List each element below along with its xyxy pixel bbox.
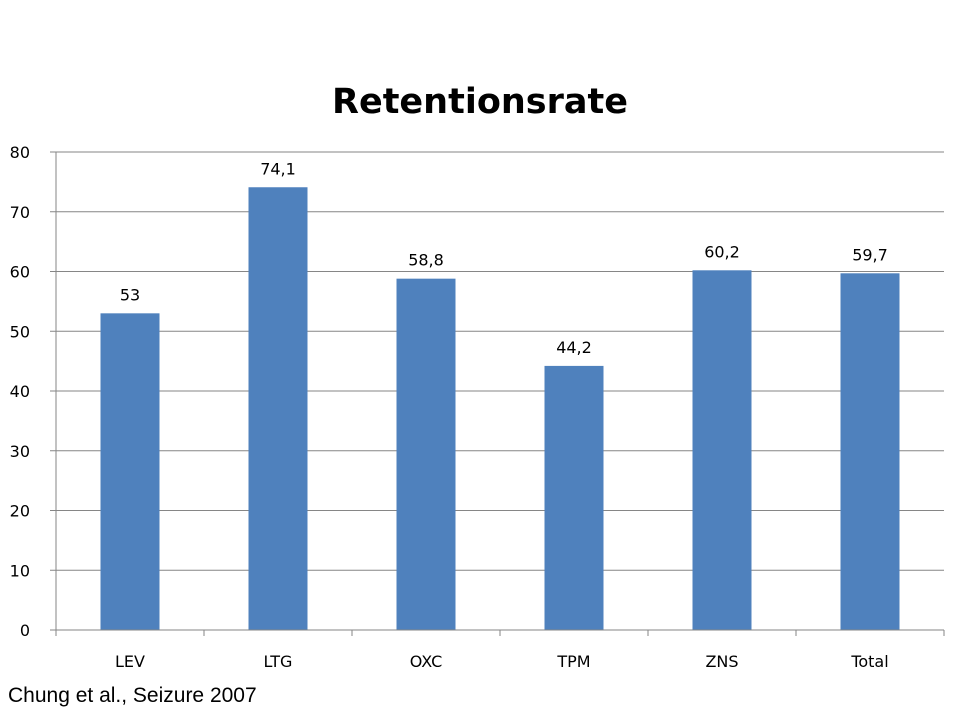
bar [544, 365, 604, 630]
bar [840, 273, 900, 630]
gridlines [56, 151, 944, 571]
bar [248, 187, 308, 630]
x-tick-label: TPM [556, 652, 590, 671]
axes [50, 151, 945, 636]
chart-title: Retentionsrate [332, 82, 628, 122]
x-tick-label: LTG [264, 652, 293, 671]
bar [692, 270, 752, 630]
data-label: 74,1 [260, 159, 296, 178]
bar [396, 278, 456, 630]
x-tick-label: ZNS [705, 652, 738, 671]
source-citation: Chung et al., Seizure 2007 [8, 684, 257, 707]
data-labels: 53 74,1 58,8 44,2 60,2 59,7 [120, 159, 888, 357]
y-tick-label: 0 [20, 621, 30, 640]
y-tick-label: 70 [10, 203, 30, 222]
y-tick-label: 50 [10, 322, 30, 341]
data-label: 44,2 [556, 338, 592, 357]
bars [100, 187, 900, 630]
data-label: 58,8 [408, 251, 444, 270]
y-tick-label: 60 [10, 263, 30, 282]
y-tick-label: 30 [10, 442, 30, 461]
data-label: 53 [120, 285, 140, 304]
x-tick-label: OXC [410, 652, 443, 671]
x-tick-labels: LEV LTG OXC TPM ZNS Total [115, 652, 889, 671]
y-tick-label: 80 [10, 143, 30, 162]
y-tick-label: 20 [10, 502, 30, 521]
bar [100, 313, 160, 630]
y-tick-labels: 0 10 20 30 40 50 60 70 80 [10, 143, 30, 640]
x-tick-label: LEV [115, 652, 145, 671]
y-tick-label: 10 [10, 561, 30, 580]
x-tick-label: Total [850, 652, 888, 671]
y-tick-label: 40 [10, 382, 30, 401]
data-label: 59,7 [852, 245, 888, 264]
data-label: 60,2 [704, 242, 740, 261]
